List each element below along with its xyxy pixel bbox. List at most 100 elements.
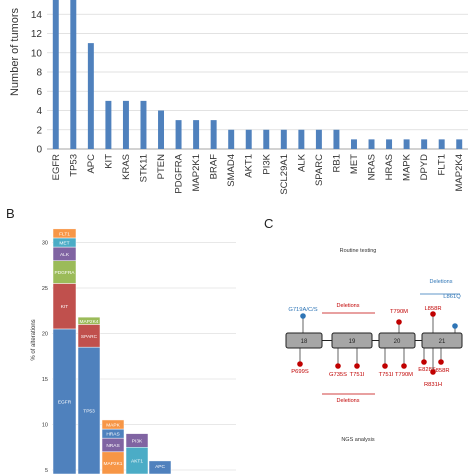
- segment-label: MAPK: [106, 423, 120, 429]
- mutation-dot: [396, 319, 402, 325]
- x-tick-label: TP53: [68, 154, 79, 177]
- bar-egfr: [52, 0, 59, 149]
- deletions-label-top-right: Deletions: [430, 279, 453, 285]
- segment-mapk: [101, 419, 125, 430]
- x-tick-label: PTEN: [156, 154, 167, 179]
- x-tick-label: SCL29A1: [279, 154, 290, 195]
- mutation-dot: [335, 363, 341, 369]
- bar-pten: [158, 110, 165, 149]
- segment-label: FLT1: [59, 231, 70, 237]
- panel-b-stacked-bars: EGFRKITPDGFRAALKMETFLT1TP53SPARCMAP2K4BR…: [52, 228, 172, 474]
- bar-nras: [368, 139, 375, 149]
- segment-pi3k: [125, 433, 149, 448]
- x-tick-label: NRAS: [367, 154, 378, 180]
- mutation-dot: [438, 359, 444, 365]
- bar-apc: [87, 43, 94, 149]
- segment-label: MAP2K4: [80, 319, 99, 325]
- panel-a-x-labels: EGFR TP53 APC KIT KRAS STK11 PTEN PDGFRA MAP2K1 B…: [51, 153, 465, 194]
- bar-scl29a1: [280, 129, 287, 149]
- exon-label: 18: [301, 339, 308, 345]
- x-tick-label: APC: [86, 154, 97, 174]
- y-tick-label: 15: [42, 377, 48, 383]
- segment-label: PI3K: [132, 438, 143, 444]
- bar-map2k4: [456, 139, 463, 149]
- mutation-label: E828S: [418, 367, 436, 373]
- mutation-dot: [300, 313, 306, 319]
- x-tick-label: MET: [349, 154, 360, 174]
- x-tick-label: HRAS: [384, 154, 395, 180]
- bar-hras: [386, 139, 393, 149]
- segment-map2k4: [77, 316, 101, 325]
- bar-smad4: [228, 129, 235, 149]
- bar-alk: [298, 129, 305, 149]
- mutation-label: T751I: [350, 372, 365, 378]
- bar-stk11: [140, 100, 147, 149]
- segment-label: ALK: [60, 252, 70, 258]
- y-tick-label: 8: [36, 68, 42, 79]
- deletions-label-bottom: Deletions: [337, 398, 360, 404]
- exon-19: [331, 332, 373, 349]
- x-tick-label: ALK: [296, 153, 307, 172]
- panel-a-bars: [52, 0, 463, 149]
- panel-b-y-axis-label: % of alterations: [31, 319, 37, 360]
- segment-flt1: [52, 228, 77, 239]
- y-tick-label: 2: [36, 125, 42, 136]
- x-tick-label: MAPK: [402, 153, 413, 181]
- mutation-label: T751I: [379, 372, 394, 378]
- deletions-label-top-left: Deletions: [337, 303, 360, 309]
- x-tick-label: FLT1: [437, 154, 448, 175]
- mutation-dot: [354, 363, 360, 369]
- segment-label: SPARC: [81, 334, 98, 340]
- mutation-label: P699S: [291, 369, 309, 375]
- bar-pdgfra: [175, 120, 182, 149]
- segment-label: NRAS: [106, 443, 119, 449]
- x-tick-label: PI3K: [261, 153, 272, 174]
- mutation-label: L858R: [432, 368, 449, 374]
- segment-label: AKT1: [131, 459, 143, 465]
- mutation-dot: [452, 323, 458, 329]
- x-tick-label: SPARC: [314, 154, 325, 186]
- y-tick-label: 4: [36, 106, 42, 117]
- panel-b-chart: 5 10 15 20 25 30 EGFR KIT PDGFRA ALK MET FLT1 TP53 S…: [31, 228, 236, 474]
- bar-sparc: [315, 129, 322, 149]
- exon-label: 21: [439, 339, 446, 345]
- bar-mapk: [403, 139, 410, 149]
- mutation-dot: [401, 363, 407, 369]
- mutation-dot: [297, 361, 303, 367]
- x-tick-label: AKT1: [244, 154, 255, 178]
- bar-rb1: [333, 129, 340, 149]
- x-tick-label: RB1: [331, 154, 342, 172]
- x-tick-label: DPYD: [419, 154, 430, 181]
- panel-c-diagram: Routine testing NGS analysis Deletions D…: [285, 248, 463, 443]
- exon-18: [285, 332, 323, 349]
- mutation-label: T790M: [390, 309, 408, 315]
- mutation-label: R831H: [424, 382, 442, 388]
- panel-a-y-ticks: 0 2 4 6 8 10 12 14: [31, 10, 43, 156]
- segment-label: HRAS: [106, 432, 119, 438]
- segment-label: KIT: [61, 304, 69, 310]
- bar-flt1: [438, 139, 445, 149]
- mutation-label: T790M: [395, 372, 413, 378]
- panel-a-chart: 0 2 4 6 8 10 12 14 EGFR TP53 APC KIT KRAS STK11 PTEN P…: [9, 0, 468, 195]
- bar-pi3k: [263, 129, 270, 149]
- panel-b-letter: B: [6, 206, 15, 221]
- routine-testing-title: Routine testing: [340, 248, 377, 254]
- bar-map2k1: [193, 120, 200, 149]
- bar-akt1: [245, 129, 252, 149]
- panel-a-y-axis-label: Number of tumors: [9, 7, 21, 96]
- exon-20: [378, 332, 416, 349]
- y-tick-label: 20: [42, 332, 48, 338]
- segment-label: EGFR: [58, 399, 72, 405]
- mutation-dot: [430, 369, 436, 375]
- segment-label: APC: [155, 464, 165, 470]
- x-tick-label: BRAF: [209, 154, 220, 180]
- ngs-analysis-title: NGS analysis: [341, 437, 375, 443]
- bar-met: [350, 139, 357, 149]
- bar-dpyd: [421, 139, 428, 149]
- mutation-dot: [421, 359, 427, 365]
- y-tick-label: 10: [42, 423, 48, 429]
- y-tick-label: 6: [36, 87, 42, 98]
